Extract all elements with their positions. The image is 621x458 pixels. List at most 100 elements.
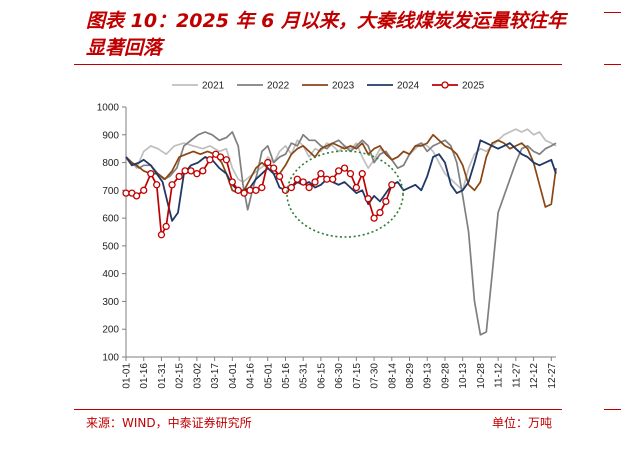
series-point-2025: [122, 189, 130, 197]
x-tick-label: 02-15: [175, 363, 186, 389]
series-point-2025: [352, 183, 361, 192]
series-point-2025: [193, 170, 201, 178]
x-tick-label: 12-27: [547, 363, 558, 389]
legend-label: 2025: [462, 81, 485, 92]
series-point-2025: [199, 167, 207, 175]
legend-item-2022: 2022: [237, 81, 290, 92]
edge-rule-bottom: [604, 409, 621, 410]
series-point-2025: [275, 172, 284, 181]
series-point-2025: [140, 186, 148, 194]
series-point-2025: [132, 192, 141, 200]
series-point-2025: [340, 164, 349, 172]
y-tick-label: 1000: [97, 103, 120, 114]
x-axis: 01-01 01-16 01-31 02-15 03-02 03-17 04-01 04-16…: [122, 356, 558, 389]
series-point-2025: [222, 156, 231, 164]
chart-title: 图表 10：2025 年 6 月以来，大秦线煤炭发运量较往年显著回落: [86, 10, 567, 59]
highlight-ellipse: [286, 150, 404, 238]
series-point-2025: [246, 186, 254, 194]
x-tick-label: 11-12: [494, 363, 505, 388]
legend: 2021 2022 2023 2024 2025: [172, 81, 485, 92]
series-point-2025: [228, 178, 236, 186]
legend-marker: [441, 81, 449, 89]
y-tick-label: 700: [102, 186, 119, 197]
y-tick-label: 800: [102, 158, 119, 169]
series-line-2022: [125, 131, 557, 336]
series-point-2025: [168, 181, 176, 189]
series-point-2025: [252, 186, 260, 194]
unit-note: 单位：万吨: [492, 416, 553, 430]
y-tick-label: 100: [102, 353, 119, 364]
x-tick-label: 03-02: [192, 363, 203, 389]
series-point-2025: [287, 183, 296, 192]
x-tick-label: 07-15: [352, 363, 363, 389]
edge-rule-top: [604, 12, 621, 13]
y-tick-label: 900: [102, 130, 119, 141]
x-tick-label: 05-16: [281, 363, 292, 389]
title-rule: [74, 64, 562, 65]
x-tick-label: 11-27: [511, 363, 522, 388]
x-tick-label: 09-28: [440, 363, 451, 389]
legend-item-2024: 2024: [367, 81, 420, 92]
legend-label: 2022: [267, 81, 290, 92]
x-tick-label: 10-13: [458, 363, 469, 389]
series-point-2025: [311, 178, 319, 186]
series-point-2025: [157, 231, 166, 239]
edge-rule-middle: [604, 64, 621, 65]
source-note: 来源：WIND，中泰证券研究所: [86, 416, 252, 430]
series-point-2025: [329, 175, 337, 183]
x-tick-label: 01-01: [122, 363, 133, 389]
series-layer: [122, 128, 557, 336]
series-line-2023: [125, 133, 557, 208]
y-tick-label: 400: [102, 269, 119, 280]
x-tick-label: 10-28: [476, 363, 487, 389]
series-point-2025: [281, 186, 290, 194]
x-tick-label: 09-13: [423, 363, 434, 389]
series-point-2025: [364, 195, 372, 203]
legend-item-2023: 2023: [302, 81, 355, 92]
x-tick-label: 04-16: [246, 363, 257, 389]
series-point-2025: [358, 170, 366, 178]
series-point-2025: [323, 175, 331, 183]
series-point-2025: [175, 172, 183, 181]
x-tick-label: 08-29: [405, 363, 416, 389]
x-tick-label: 06-15: [316, 363, 327, 389]
x-tick-label: 04-01: [228, 363, 239, 389]
series-point-2025: [299, 178, 307, 186]
x-tick-label: 01-16: [139, 363, 150, 389]
y-axis: 100 200 300 400 500 600 700 800 900 1000: [97, 103, 127, 364]
series-line-2024: [125, 139, 557, 222]
series-point-2025: [382, 197, 390, 206]
x-tick-label: 03-17: [210, 363, 221, 389]
series-point-2025: [317, 170, 325, 178]
series-point-2025: [270, 164, 278, 172]
series-point-2025: [206, 156, 214, 164]
x-tick-label: 05-01: [263, 363, 274, 389]
x-tick-label: 12-12: [529, 363, 540, 389]
y-tick-label: 600: [102, 214, 119, 225]
legend-item-2021: 2021: [172, 81, 225, 92]
footer-rule: [74, 409, 562, 410]
x-tick-label: 01-31: [157, 363, 168, 389]
legend-label: 2023: [332, 81, 355, 92]
series-point-2025: [346, 170, 355, 178]
series-point-2025: [305, 183, 313, 192]
x-tick-label: 07-30: [370, 363, 381, 389]
series-point-2025: [162, 222, 170, 231]
series-point-2025: [370, 214, 378, 222]
series-point-2025: [153, 181, 161, 189]
series-point-2025: [187, 167, 195, 175]
legend-item-2025: 2025: [432, 81, 485, 92]
series-point-2025: [240, 189, 248, 197]
x-tick-label: 06-30: [334, 363, 345, 389]
series-point-2025: [264, 158, 272, 167]
series-point-2025: [293, 175, 301, 183]
series-line-2021: [125, 128, 557, 192]
x-tick-label: 08-14: [387, 363, 398, 389]
legend-label: 2024: [397, 81, 420, 92]
series-point-2025: [258, 183, 266, 192]
series-point-2025: [181, 167, 189, 175]
x-tick-label: 05-31: [299, 363, 310, 389]
series-point-2025: [147, 170, 155, 178]
y-tick-label: 200: [102, 325, 119, 336]
